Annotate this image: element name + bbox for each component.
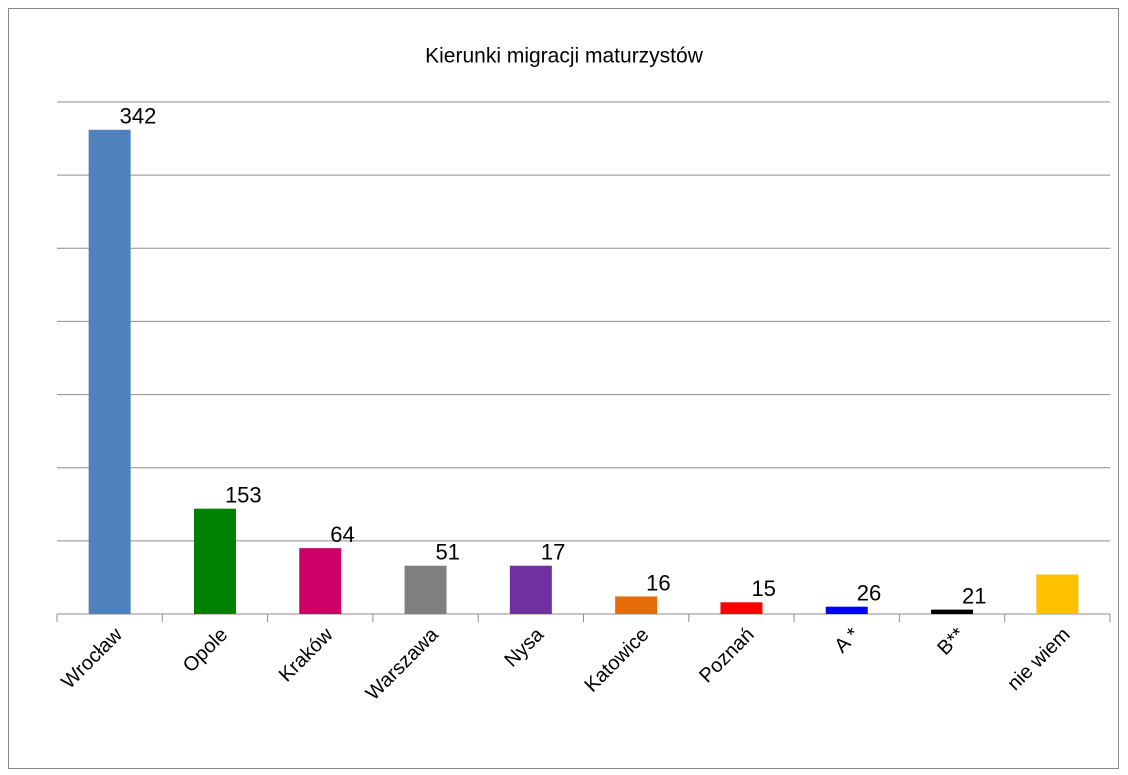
chart-frame	[8, 8, 1119, 769]
bar	[299, 548, 342, 614]
annotation: 16	[646, 570, 670, 595]
annotation: 21	[962, 583, 986, 608]
bar	[1036, 574, 1079, 614]
bar	[720, 602, 763, 614]
annotation: 342	[120, 104, 157, 129]
annotation: 51	[436, 540, 460, 565]
bar	[615, 596, 658, 614]
chart-title: Kierunki migracji maturzystów	[425, 45, 704, 68]
annotation: 17	[541, 540, 565, 565]
annotation: 64	[330, 522, 354, 547]
bar	[825, 606, 868, 614]
bar	[509, 565, 552, 614]
annotation: 26	[857, 580, 881, 605]
bar	[88, 129, 131, 614]
annotation: 153	[225, 482, 262, 507]
bar	[193, 508, 236, 614]
annotation: 15	[751, 576, 775, 601]
bar	[404, 565, 447, 614]
bar	[931, 609, 974, 614]
